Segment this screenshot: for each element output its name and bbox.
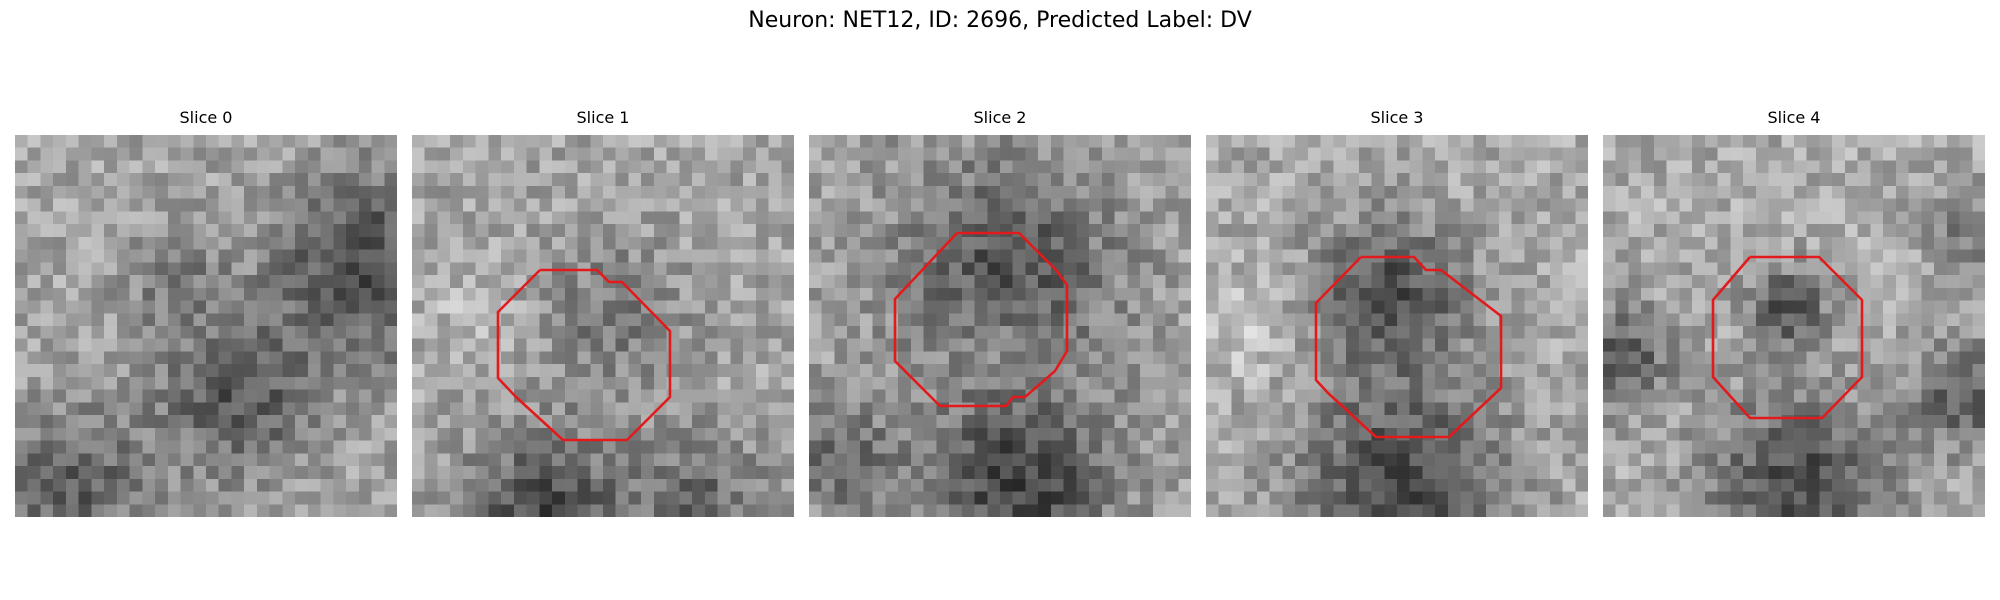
slice-title: Slice 1	[576, 108, 630, 127]
slice-image	[1603, 135, 1985, 517]
slice-panel-0: Slice 0	[15, 108, 397, 517]
slice-image	[1206, 135, 1588, 517]
slice-title: Slice 2	[973, 108, 1027, 127]
slice-image	[412, 135, 794, 517]
slice-panel-3: Slice 3	[1206, 108, 1588, 517]
slice-panel-1: Slice 1	[412, 108, 794, 517]
roi-outline	[1314, 255, 1503, 439]
slice-title: Slice 0	[179, 108, 233, 127]
slice-panel-2: Slice 2	[809, 108, 1191, 517]
roi-outline	[893, 231, 1069, 408]
roi-outline	[496, 268, 672, 442]
slice-title: Slice 3	[1370, 108, 1424, 127]
slice-image	[15, 135, 397, 517]
slice-image	[809, 135, 1191, 517]
roi-outline	[1711, 255, 1864, 420]
figure-title: Neuron: NET12, ID: 2696, Predicted Label…	[748, 8, 1252, 33]
slice-panel-4: Slice 4	[1603, 108, 1985, 517]
slice-title: Slice 4	[1767, 108, 1821, 127]
